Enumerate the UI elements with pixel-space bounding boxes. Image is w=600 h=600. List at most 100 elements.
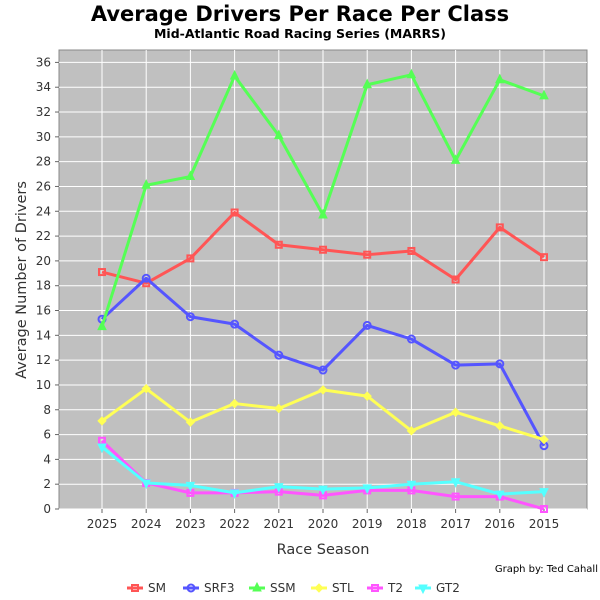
legend-item-stl: STL [311, 581, 354, 595]
legend-label-sm: SM [148, 581, 166, 595]
data-point-gt2 [450, 478, 461, 488]
y-tick-label: 28 [36, 155, 51, 169]
data-point-stl [229, 398, 240, 409]
data-point-srf3 [141, 273, 151, 283]
data-point-sm [230, 208, 239, 217]
y-tick-label: 36 [36, 55, 51, 69]
y-axis-label: Average Number of Drivers [14, 181, 30, 379]
data-point-srf3 [495, 359, 505, 369]
data-point-stl [539, 434, 549, 445]
y-tick-label: 10 [36, 378, 51, 392]
legend-item-gt2: GT2 [415, 581, 460, 595]
data-point-srf3 [451, 360, 461, 370]
data-point-stl [185, 417, 196, 427]
x-tick-label: 2018 [396, 517, 427, 531]
y-tick-label: 14 [36, 328, 51, 342]
legend-marker-ssm [252, 581, 262, 592]
legend-marker-t2 [371, 584, 379, 592]
data-point-srf3 [362, 320, 372, 330]
data-point-ssm [318, 208, 328, 219]
data-point-srf3 [318, 365, 328, 375]
data-point-sm [319, 245, 327, 254]
x-axis-label: Race Season [277, 542, 370, 558]
data-point-ssm [539, 89, 549, 100]
y-tick-label: 0 [43, 502, 51, 516]
legend-item-sm: SM [127, 581, 166, 595]
x-tick-label: 2021 [264, 517, 295, 531]
data-point-gt2 [273, 483, 284, 493]
legend-label-srf3: SRF3 [204, 581, 235, 595]
x-tick-label: 2022 [219, 517, 250, 531]
legend-marker-stl [314, 583, 324, 593]
y-tick-label: 16 [36, 304, 51, 318]
data-point-ssm [406, 68, 417, 79]
data-point-sm [98, 268, 106, 277]
credit-text: Graph by: Ted Cahall [495, 564, 598, 575]
legend-label-t2: T2 [387, 581, 403, 595]
series-line-t2 [100, 439, 545, 511]
data-point-gt2 [141, 479, 152, 490]
y-tick-label: 32 [36, 105, 51, 119]
data-point-srf3 [274, 350, 284, 360]
data-point-stl [406, 426, 417, 436]
data-point-ssm [97, 320, 107, 331]
legend-marker-srf3 [186, 583, 196, 593]
y-tick-label: 24 [36, 204, 51, 218]
data-point-gt2 [185, 481, 196, 492]
data-point-t2 [540, 505, 548, 513]
legend-item-ssm: SSM [249, 581, 296, 595]
data-point-ssm [450, 154, 461, 164]
x-tick-label: 2023 [175, 517, 206, 531]
data-point-sm [186, 254, 195, 263]
data-point-gt2 [406, 480, 417, 491]
y-tick-label: 20 [36, 254, 51, 268]
chart-title: Average Drivers Per Race Per Class [91, 2, 509, 26]
x-tick-label: 2017 [440, 517, 471, 531]
data-point-gt2 [494, 490, 505, 501]
y-tick-label: 18 [36, 279, 51, 293]
x-tick-label: 2016 [485, 517, 516, 531]
data-point-gt2 [229, 489, 240, 499]
y-tick-label: 4 [43, 452, 51, 466]
data-point-stl [274, 403, 284, 414]
y-tick-label: 30 [36, 130, 51, 144]
y-tick-label: 22 [36, 229, 51, 243]
data-point-gt2 [539, 488, 549, 498]
y-tick-label: 26 [36, 179, 51, 193]
data-point-sm [407, 246, 416, 255]
data-point-ssm [141, 179, 152, 189]
legend-label-stl: STL [332, 581, 354, 595]
x-tick-label: 2019 [352, 517, 383, 531]
data-point-srf3 [406, 334, 416, 344]
legend-marker-gt2 [418, 584, 428, 595]
data-point-sm [495, 223, 504, 232]
legend-label-ssm: SSM [270, 581, 296, 595]
data-point-sm [540, 253, 548, 262]
data-point-stl [450, 407, 461, 417]
series-line-sm [101, 211, 545, 285]
legend-marker-sm [131, 584, 139, 592]
y-tick-label: 6 [43, 428, 51, 442]
data-point-stl [318, 385, 328, 395]
data-point-gt2 [97, 443, 107, 454]
x-tick-label: 2020 [308, 517, 339, 531]
legend-label-gt2: GT2 [436, 581, 460, 595]
data-point-ssm [273, 129, 284, 140]
series-line-srf3 [100, 276, 546, 447]
x-tick-label: 2015 [529, 517, 560, 531]
data-point-gt2 [318, 485, 328, 496]
data-point-sm [274, 240, 283, 249]
legend-item-srf3: SRF3 [183, 581, 235, 595]
data-point-srf3 [230, 319, 240, 329]
x-tick-label: 2024 [131, 517, 162, 531]
chart-subtitle: Mid-Atlantic Road Racing Series (MARRS) [154, 26, 446, 41]
data-point-srf3 [185, 312, 195, 322]
legend-item-t2: T2 [367, 581, 403, 595]
data-point-sm [363, 250, 372, 259]
data-point-ssm [494, 73, 505, 84]
y-tick-label: 2 [43, 477, 51, 491]
x-tick-label: 2025 [87, 517, 118, 531]
y-tick-label: 12 [36, 353, 51, 367]
